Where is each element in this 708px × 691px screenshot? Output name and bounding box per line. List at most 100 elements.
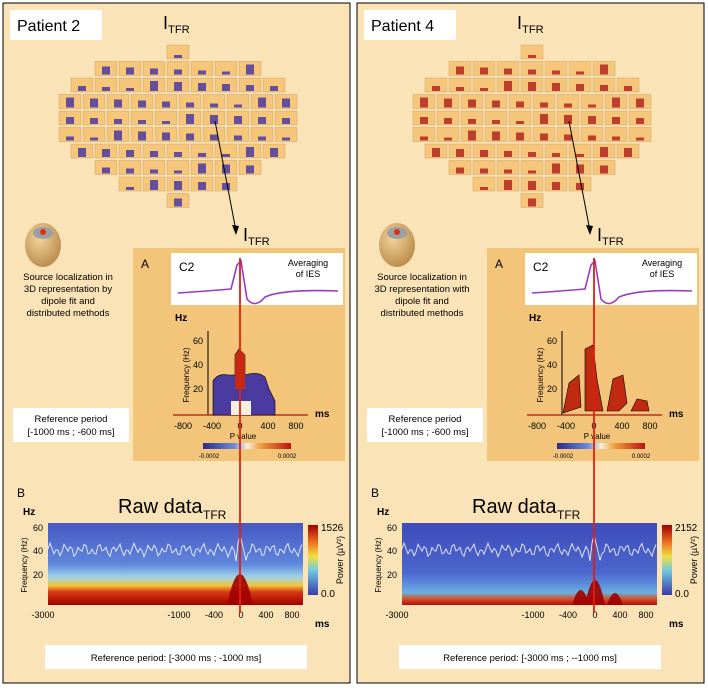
- topo-blob: [234, 104, 242, 108]
- source-line: dipole fit and: [41, 296, 95, 307]
- topo-blob: [528, 181, 536, 190]
- topo-cell: [166, 143, 190, 159]
- topo-blob: [174, 181, 182, 190]
- topo-blob: [636, 137, 644, 141]
- topo-blob: [150, 169, 158, 174]
- topo-blob: [150, 81, 158, 91]
- y-tick-label: 40: [547, 360, 557, 370]
- topo-blob: [492, 131, 500, 141]
- topo-blob: [456, 66, 464, 75]
- topo-title-sub: TFR: [168, 24, 190, 36]
- inset-label: A: [141, 257, 149, 271]
- topo-blob: [282, 118, 290, 124]
- topo-blob: [174, 198, 182, 207]
- topo-blob: [270, 86, 278, 91]
- raw-title: Raw data: [118, 496, 203, 518]
- topo-cell: [472, 160, 496, 175]
- topo-blob: [90, 98, 98, 108]
- averaging-line: Averaging: [642, 258, 682, 268]
- topo-blob: [114, 119, 122, 124]
- y-tick-label: 40: [33, 546, 43, 556]
- topo-cell: [544, 61, 568, 76]
- x-tick-label: 400: [258, 610, 273, 620]
- y-tick-label: 60: [547, 336, 557, 346]
- topo-blob: [222, 164, 230, 174]
- topo-cell: [226, 94, 250, 109]
- topo-blob: [540, 102, 548, 108]
- topo-blob: [528, 198, 536, 207]
- reference-box: [399, 645, 661, 669]
- topo-blob: [234, 135, 242, 141]
- p-colorbar: [557, 443, 645, 449]
- averaging-line: of IES: [296, 269, 321, 279]
- y-tick-label: 20: [33, 570, 43, 580]
- x-unit: ms: [669, 619, 684, 630]
- topo-blob: [222, 154, 230, 157]
- topo-blob: [102, 167, 110, 174]
- source-line: dipole fit and: [395, 296, 449, 307]
- topo-blob: [78, 86, 86, 91]
- topo-blob: [150, 180, 158, 190]
- topo-blob: [126, 88, 134, 91]
- inset-label: A: [495, 257, 503, 271]
- y-unit: Hz: [23, 507, 35, 518]
- topo-cell: [58, 127, 82, 142]
- topo-blob: [576, 84, 584, 91]
- source-line: Source localization in: [377, 272, 467, 283]
- topo-blob: [162, 132, 170, 141]
- topo-blob: [504, 81, 512, 91]
- y-axis-title: Frequency (Hz): [374, 537, 383, 592]
- channel-label: C2: [179, 260, 195, 274]
- topo-blob: [174, 69, 182, 75]
- topo-blob: [492, 120, 500, 124]
- topo-blob: [114, 99, 122, 108]
- topo-cell: [568, 61, 592, 76]
- topo-blob: [456, 87, 464, 91]
- topo-blob: [576, 183, 584, 190]
- topo-title: ITFR: [163, 13, 190, 36]
- raw-title-sub: TFR: [557, 508, 581, 522]
- topo-blob: [576, 71, 584, 75]
- y-tick-label: 40: [387, 546, 397, 556]
- topo-blob: [588, 104, 596, 108]
- topo-cell: [580, 127, 604, 142]
- y-tick-label: 20: [547, 384, 557, 394]
- topo-cell: [496, 160, 520, 175]
- reference-text: Reference period [-1000 ms ; -600 ms]: [381, 414, 468, 438]
- topo-blob: [504, 68, 512, 75]
- topo-blob: [624, 148, 632, 157]
- topo-blob: [444, 118, 452, 124]
- p-colorbar: [203, 443, 291, 449]
- topo-title-main: I: [517, 13, 522, 33]
- y-axis-title: Frequency (Hz): [20, 537, 29, 592]
- topo-cell: [202, 94, 226, 109]
- raw-label: B: [17, 486, 25, 500]
- x-tick-label: -1000: [521, 610, 544, 620]
- inset-title-sub: TFR: [248, 236, 270, 248]
- topo-blob: [198, 163, 206, 174]
- y-unit: Hz: [175, 313, 187, 324]
- topo-blob: [66, 117, 74, 124]
- topo-blob: [282, 137, 290, 141]
- topo-cell: [616, 77, 640, 93]
- reference-box: [367, 408, 483, 442]
- topo-blob: [552, 70, 560, 75]
- topo-blob: [138, 131, 146, 141]
- topo-blob: [564, 134, 572, 141]
- y-tick-label: 60: [33, 523, 43, 533]
- topo-blob: [114, 130, 122, 141]
- topo-blob: [600, 165, 608, 174]
- topo-blob: [246, 85, 254, 91]
- colorbar-title: Power (µV²): [335, 536, 345, 584]
- topo-blob: [174, 170, 182, 174]
- topo-blob: [600, 64, 608, 75]
- y-tick-label: 20: [193, 384, 203, 394]
- colorbar-min: -0.0002: [199, 454, 220, 460]
- topo-cell: [166, 44, 190, 60]
- topo-blob: [90, 137, 98, 141]
- x-tick-label: 800: [288, 421, 303, 431]
- topo-blob: [612, 117, 620, 124]
- topo-blob: [432, 86, 440, 91]
- topo-blob: [210, 115, 218, 124]
